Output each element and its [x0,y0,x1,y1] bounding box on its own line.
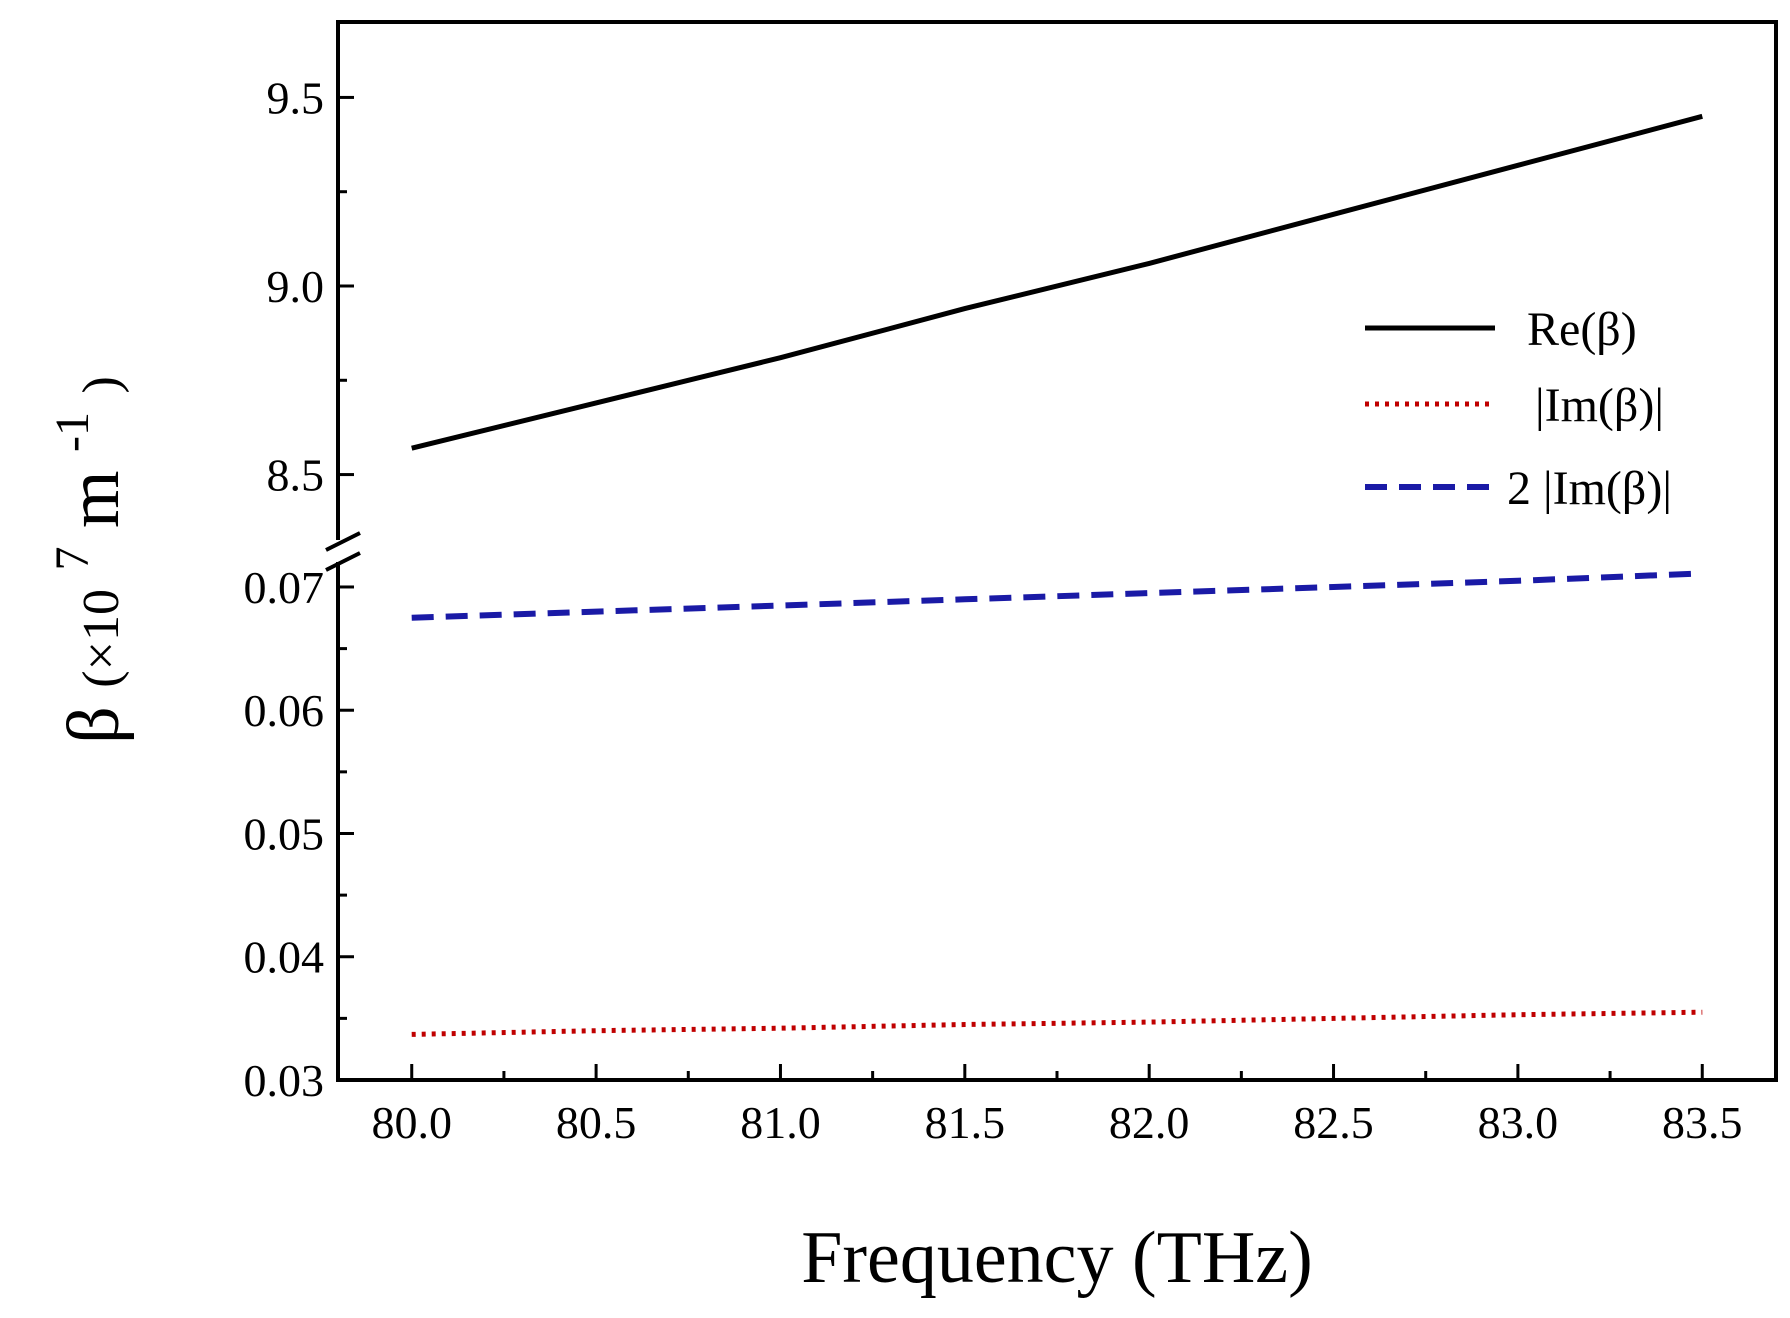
y-axis-title-suffix: ) [73,376,130,393]
y-upper-tick-label: 9.0 [267,261,325,312]
y-lower-tick-label: 0.03 [244,1055,325,1106]
y-upper-tick-label: 9.5 [267,72,325,123]
legend-label-re-beta: Re(β) [1527,303,1637,356]
series-line-im-beta [411,1009,1703,1037]
x-tick-label: 82.5 [1293,1097,1374,1148]
plot-frame [336,20,1778,1082]
y-axis-title: β (×10 7 m -1 ) [23,376,135,744]
axis-break-slash-lower [325,551,361,572]
y-lower-tick-label: 0.06 [244,685,325,736]
legend-label-two-im-beta: 2 |Im(β)| [1507,462,1672,515]
x-tick-label: 81.0 [740,1097,821,1148]
x-tick-label: 80.5 [556,1097,637,1148]
x-axis-ticks [410,1064,1704,1080]
x-tick-label: 81.5 [925,1097,1006,1148]
y-lower-tick-label: 0.04 [244,932,325,983]
y-upper-tick-label: 8.5 [267,450,325,501]
x-tick-label: 83.5 [1662,1097,1743,1148]
y-axis-ticks [338,95,354,1082]
legend-label-im-beta: |Im(β)| [1535,379,1664,432]
x-axis-tick-labels: 80.0 80.5 81.0 81.5 82.0 82.5 83.0 83.5 [371,1097,1742,1148]
series-layer [411,113,1703,1037]
y-axis-tick-labels: 8.5 9.0 9.5 0.03 0.04 0.05 0.06 0.07 [244,72,325,1106]
y-axis-break-marker [325,531,361,572]
x-tick-label: 83.0 [1478,1097,1559,1148]
y-axis-title-prefix: (×10 [73,589,130,688]
series-line-two-im-beta [411,570,1703,621]
series-line-re-beta [411,113,1703,451]
axis-break-slash-upper [325,531,361,552]
y-axis-title-unit: m [53,470,135,528]
x-axis-title: Frequency (THz) [801,1217,1313,1299]
legend: Re(β) |Im(β)| 2 |Im(β)| [1365,303,1672,515]
y-axis-title-unit-exponent: -1 [46,412,99,452]
y-lower-tick-label: 0.05 [244,808,325,859]
x-tick-label: 82.0 [1109,1097,1190,1148]
y-axis-title-symbol: β [53,706,135,744]
x-tick-label: 80.0 [371,1097,452,1148]
y-axis-title-text: β (×10 7 m -1 ) [23,376,135,744]
y-lower-tick-label: 0.07 [244,562,325,613]
y-axis-title-exponent: 7 [46,547,99,571]
